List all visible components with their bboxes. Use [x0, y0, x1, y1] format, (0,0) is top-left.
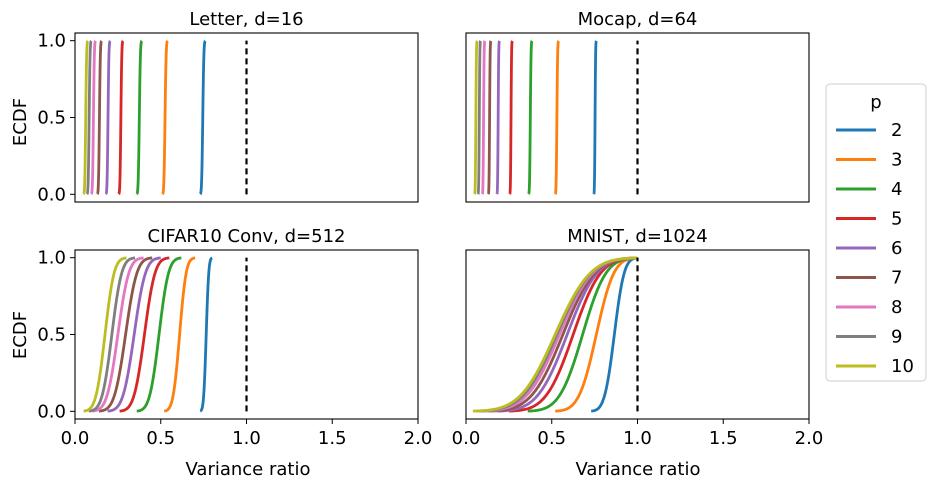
- y-tick-label: 0.5: [37, 325, 66, 346]
- legend: p 2 3 4 5 6 7 8 9 10: [825, 83, 927, 382]
- series-line-p10: [473, 39, 479, 196]
- series-line-p5: [508, 39, 514, 196]
- series-line-p2: [590, 256, 639, 413]
- x-tick-label: 2.0: [404, 428, 433, 449]
- series-line-p6: [496, 256, 638, 413]
- series-line-p9: [88, 256, 136, 413]
- x-tick-label: 1.0: [232, 428, 261, 449]
- y-tick-label: 1.0: [37, 31, 66, 52]
- series-line-p5: [117, 39, 125, 196]
- x-tick-label: 2.0: [795, 428, 824, 449]
- legend-title: p: [870, 92, 881, 113]
- x-axis-label-right: Variance ratio: [576, 459, 701, 480]
- panels-layer: Letter, d=16 0.0 0.5 1.0 Mocap, d=64 CIFAR10 …: [37, 9, 823, 449]
- y-axis-label-bottom: ECDF: [10, 311, 31, 359]
- series-line-p3: [553, 39, 560, 196]
- series-line-p2: [198, 39, 207, 196]
- x-tick-label: 1.5: [318, 428, 347, 449]
- series-line-p8: [89, 39, 97, 196]
- y-tick-label: 0.0: [37, 184, 66, 205]
- legend-label-p4: 4: [891, 179, 902, 200]
- x-tick-label: 1.5: [709, 428, 738, 449]
- panel-title: MNIST, d=1024: [567, 226, 707, 247]
- panel-3: CIFAR10 Conv, d=512 0.0 0.5 1.0 0.0 0.5 1.0 1.5…: [37, 226, 432, 449]
- x-tick-label: 0.0: [61, 428, 90, 449]
- series-line-p7: [95, 39, 103, 196]
- panel-2: Mocap, d=64: [465, 9, 810, 203]
- series-line-p3: [161, 39, 169, 196]
- panel-1: Letter, d=16 0.0 0.5 1.0: [37, 9, 419, 205]
- series-line-p7: [98, 256, 153, 413]
- series-line-p6: [104, 39, 112, 196]
- series-line-p10: [82, 256, 128, 413]
- legend-label-p8: 8: [891, 297, 902, 318]
- panel-title: Letter, d=16: [189, 9, 303, 30]
- legend-label-p5: 5: [891, 209, 902, 230]
- legend-label-p6: 6: [891, 238, 902, 259]
- y-tick-label: 0.0: [37, 401, 66, 422]
- series-line-p10: [472, 256, 638, 413]
- series-line-p3: [555, 256, 638, 413]
- panel-4: MNIST, d=1024 0.0 0.5 1.0 1.5 2.0: [452, 226, 824, 449]
- series-line-p2: [592, 39, 598, 196]
- series-line-p6: [107, 256, 162, 413]
- legend-label-p9: 9: [891, 327, 902, 348]
- series-line-p4: [136, 256, 182, 413]
- y-axis-label-top: ECDF: [10, 98, 31, 146]
- x-tick-label: 0.0: [452, 428, 481, 449]
- y-tick-label: 0.5: [37, 108, 66, 129]
- series-line-p7: [486, 39, 493, 196]
- panel-title: Mocap, d=64: [578, 9, 698, 30]
- x-tick-label: 0.5: [537, 428, 566, 449]
- legend-label-p2: 2: [891, 120, 902, 141]
- series-line-p3: [163, 256, 196, 413]
- x-tick-label: 1.0: [623, 428, 652, 449]
- x-axis-label-left: Variance ratio: [186, 459, 311, 480]
- y-tick-label: 1.0: [37, 248, 66, 269]
- legend-label-p10: 10: [891, 356, 914, 377]
- series-line-p4: [135, 39, 144, 196]
- series-line-p9: [85, 39, 93, 196]
- series-line-p8: [91, 256, 145, 413]
- legend-label-p3: 3: [891, 150, 902, 171]
- series-line-p9: [476, 39, 482, 196]
- panel-frame: [465, 32, 810, 203]
- legend-entries: 2 3 4 5 6 7 8 9 10: [836, 120, 914, 377]
- series-line-p2: [199, 256, 214, 413]
- legend-label-p7: 7: [891, 268, 902, 289]
- series-line-p8: [480, 39, 487, 196]
- series-line-p5: [119, 256, 170, 413]
- series-line-p4: [527, 39, 534, 196]
- series-line-p10: [82, 39, 90, 196]
- panel-title: CIFAR10 Conv, d=512: [148, 226, 346, 247]
- series-line-p6: [495, 39, 501, 196]
- x-tick-label: 0.5: [146, 428, 175, 449]
